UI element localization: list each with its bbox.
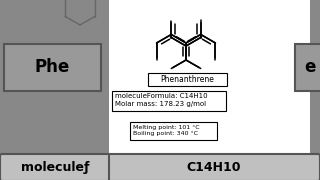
Text: moleculeƒ: moleculeƒ [21, 161, 89, 174]
Text: Boiling point: 340 °C: Boiling point: 340 °C [133, 132, 198, 136]
Bar [0, 155, 320, 180]
Text: moleculeFormula: C14H10: moleculeFormula: C14H10 [115, 93, 208, 100]
Text: e: e [304, 58, 316, 76]
Text: Melting point: 101 °C: Melting point: 101 °C [133, 125, 200, 129]
Bar [109, 0, 310, 180]
FancyBboxPatch shape [4, 44, 101, 91]
FancyBboxPatch shape [130, 122, 217, 140]
FancyBboxPatch shape [111, 91, 226, 111]
FancyBboxPatch shape [148, 73, 227, 86]
Text: Molar mass: 178.23 g/mol: Molar mass: 178.23 g/mol [115, 101, 206, 107]
Text: Phe: Phe [34, 58, 70, 76]
FancyBboxPatch shape [295, 44, 320, 91]
Text: C14H10: C14H10 [187, 161, 241, 174]
Text: Phenanthrene: Phenanthrene [160, 75, 214, 84]
